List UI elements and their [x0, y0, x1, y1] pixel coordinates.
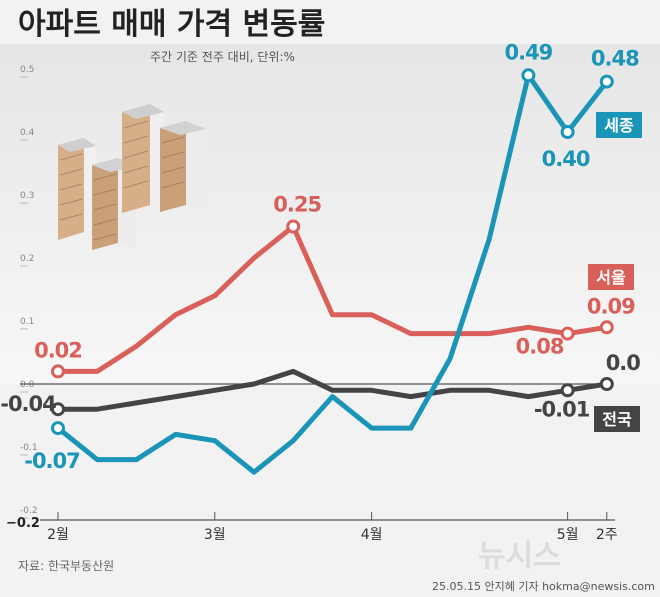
chart-title: 아파트 매매 가격 변동률 — [18, 7, 325, 42]
data-label-national: -0.01 — [534, 397, 590, 421]
credit-label: 25.05.15 안지혜 기자 hokma@newsis.com — [432, 580, 655, 593]
data-point-sejong — [51, 421, 65, 436]
data-label-seoul: 0.08 — [516, 335, 564, 359]
y-tick-label: 0.4 — [20, 128, 35, 138]
series-line-seoul — [55, 224, 610, 374]
legend-national: 전국 — [594, 406, 640, 432]
data-label-national: -0.04 — [0, 392, 56, 416]
x-axis: 2월 3월 4월 5월 2주 — [40, 512, 618, 543]
y-tick-label: 0.5 — [20, 65, 34, 75]
data-label-seoul: 0.25 — [273, 193, 321, 217]
data-point-sejong — [560, 125, 575, 139]
legend-seoul-label: 서울 — [596, 268, 626, 287]
legend-seoul: 서울 — [588, 264, 634, 290]
y-axis: 0.5 0.4 0.3 0.2 0.1 0.0 -0.1 -0.2−0.2 — [6, 65, 612, 531]
y-tick-label: 0.2 — [20, 254, 34, 264]
source-label: 자료: 한국부동산원 — [18, 559, 114, 573]
x-tick-label: 2주 — [596, 527, 618, 543]
data-point-national — [560, 383, 575, 398]
chart-subtitle: 주간 기준 전주 대비, 단위:% — [150, 50, 295, 64]
legend-sejong: 세종 — [596, 112, 642, 138]
data-label-sejong: 0.40 — [542, 147, 590, 171]
legend-national-label: 전국 — [602, 410, 632, 429]
y-min-label: −0.2 — [6, 516, 40, 531]
data-point-sejong — [599, 74, 614, 89]
apartment-illustration — [58, 104, 206, 250]
series-line-national — [55, 368, 610, 412]
data-point-seoul — [560, 326, 575, 341]
y-tick-label: -0.1 — [20, 443, 38, 453]
data-point-seoul — [599, 320, 614, 335]
legend-sejong-label: 세종 — [604, 116, 634, 135]
y-tick-label: 0.3 — [20, 191, 34, 201]
watermark: 뉴시스 — [478, 539, 561, 574]
data-label-seoul: 0.02 — [34, 338, 82, 362]
y-tick-label: -0.2 — [20, 506, 38, 516]
legend: 세종 서울 전국 — [588, 112, 642, 432]
data-label-sejong: 0.49 — [504, 40, 552, 64]
data-labels: -0.04 -0.01 0.0 0.02 0.25 0.08 0.09 -0.07 0.49 0.… — [0, 40, 641, 473]
data-label-seoul: 0.09 — [587, 294, 635, 318]
x-tick-label: 2월 — [47, 527, 69, 543]
data-point-seoul — [286, 219, 301, 234]
data-label-sejong: 0.48 — [591, 47, 639, 71]
data-point-seoul — [51, 364, 65, 379]
data-point-national — [599, 377, 614, 391]
series-line-sejong — [55, 72, 610, 475]
x-tick-label: 5월 — [557, 527, 579, 543]
series-layer — [51, 68, 614, 475]
y-tick-label: 0.1 — [20, 317, 34, 327]
x-tick-label: 4월 — [361, 527, 383, 543]
data-point-national — [51, 402, 65, 417]
data-point-sejong — [521, 68, 536, 83]
data-label-national: 0.0 — [606, 351, 641, 375]
x-tick-label: 3월 — [204, 527, 226, 543]
y-tick-label: 0.0 — [20, 380, 35, 390]
data-label-sejong: -0.07 — [24, 449, 80, 473]
